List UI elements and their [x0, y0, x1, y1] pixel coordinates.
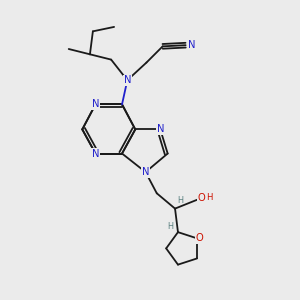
Text: N: N	[157, 124, 164, 134]
Text: O: O	[196, 233, 203, 243]
Text: O: O	[198, 193, 206, 203]
Text: H: H	[168, 222, 174, 231]
Text: N: N	[124, 75, 131, 85]
Text: H: H	[207, 193, 213, 202]
Text: N: N	[92, 148, 99, 158]
Text: H: H	[177, 196, 183, 205]
Text: N: N	[142, 167, 149, 177]
Text: N: N	[92, 99, 99, 110]
Text: N: N	[188, 40, 196, 50]
